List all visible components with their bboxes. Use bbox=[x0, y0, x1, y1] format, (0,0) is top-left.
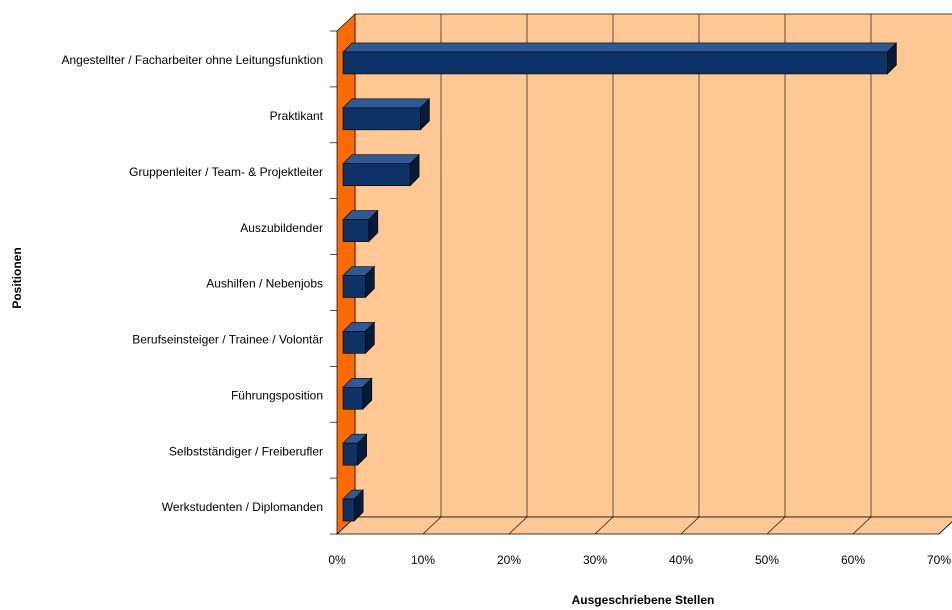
x-tick-label: 0% bbox=[328, 553, 346, 567]
bar bbox=[342, 153, 420, 187]
category-label: Werkstudenten / Diplomanden bbox=[162, 500, 323, 514]
x-gridline-floor bbox=[766, 516, 786, 535]
bars-layer bbox=[342, 42, 898, 522]
bar-front-face bbox=[342, 163, 411, 187]
x-tick-label: 60% bbox=[841, 553, 865, 567]
category-label: Selbstständiger / Freiberufler bbox=[169, 444, 323, 458]
x-gridline-floor bbox=[594, 516, 614, 535]
bar-front-face bbox=[342, 386, 364, 410]
bar-front-face bbox=[342, 442, 358, 466]
plot-back-wall bbox=[354, 13, 952, 518]
category-label: Praktikant bbox=[270, 109, 324, 123]
labels-layer: 0% 10% 20% 30% 40% 50% 60% 70% Angestellter / Fa… bbox=[62, 53, 952, 567]
category-label: Berufseinsteiger / Trainee / Volontär bbox=[132, 333, 323, 347]
x-tick-label: 70% bbox=[927, 553, 951, 567]
bar-top-face bbox=[342, 154, 420, 165]
x-gridline-floor bbox=[938, 521, 952, 535]
bar bbox=[342, 489, 364, 522]
bar-front-face bbox=[342, 219, 370, 242]
bar-front-face bbox=[342, 331, 366, 354]
bar-top-face bbox=[342, 42, 898, 53]
x-gridline-floor bbox=[852, 516, 872, 535]
category-label: Angestellter / Facharbeiter ohne Leitung… bbox=[62, 53, 324, 67]
x-axis-title: Ausgeschriebene Stellen bbox=[572, 593, 715, 607]
bar-front-face bbox=[342, 107, 421, 131]
x-tick-label: 20% bbox=[497, 553, 521, 567]
bar bbox=[342, 265, 376, 299]
bar bbox=[342, 377, 373, 411]
x-gridline-floor bbox=[422, 516, 442, 535]
x-tick-label: 40% bbox=[669, 553, 693, 567]
bar-top-face bbox=[342, 98, 431, 109]
x-tick-label: 10% bbox=[411, 553, 435, 567]
bar-front-face bbox=[342, 498, 355, 522]
bar bbox=[342, 98, 431, 131]
plot-floor bbox=[336, 516, 952, 535]
x-gridline-floor bbox=[680, 516, 700, 535]
bar bbox=[342, 433, 368, 466]
category-label: Führungsposition bbox=[231, 388, 323, 402]
bar-front-face bbox=[342, 275, 366, 298]
bar bbox=[342, 42, 898, 75]
category-label: Auszubildender bbox=[240, 221, 323, 235]
plot-area bbox=[330, 13, 952, 535]
bar bbox=[342, 321, 376, 355]
category-label: Gruppenleiter / Team- & Projektleiter bbox=[129, 165, 323, 179]
x-tick-label: 30% bbox=[583, 553, 607, 567]
category-label: Aushilfen / Nebenjobs bbox=[206, 277, 323, 291]
bar bbox=[342, 209, 379, 243]
x-gridline-floor bbox=[508, 516, 528, 535]
bar-front-face bbox=[342, 51, 888, 75]
y-axis-title: Positionen bbox=[10, 247, 24, 308]
x-tick-label: 50% bbox=[755, 553, 779, 567]
